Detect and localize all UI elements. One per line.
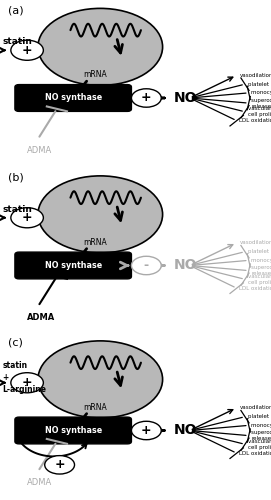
Text: vasodilation: vasodilation bbox=[239, 73, 271, 78]
Text: (c): (c) bbox=[8, 338, 23, 347]
Text: (b): (b) bbox=[8, 172, 24, 182]
Text: NO: NO bbox=[173, 258, 197, 272]
Circle shape bbox=[38, 176, 163, 253]
Text: vasodilation: vasodilation bbox=[239, 406, 271, 410]
Text: LDL oxidation: LDL oxidation bbox=[239, 118, 271, 123]
FancyBboxPatch shape bbox=[15, 252, 131, 279]
Text: statin
+
L-arginine: statin + L-arginine bbox=[3, 361, 47, 394]
Text: +: + bbox=[22, 211, 33, 224]
Text: platelet aggregation: platelet aggregation bbox=[248, 82, 271, 86]
Text: monocyte adhesion: monocyte adhesion bbox=[251, 423, 271, 428]
Text: mRNA: mRNA bbox=[83, 403, 107, 412]
Text: monocyte adhesion: monocyte adhesion bbox=[251, 90, 271, 96]
Text: (a): (a) bbox=[8, 5, 24, 15]
Circle shape bbox=[38, 341, 163, 418]
Text: -: - bbox=[144, 259, 149, 272]
Text: NO synthase: NO synthase bbox=[44, 94, 102, 102]
Text: vasodilation: vasodilation bbox=[239, 240, 271, 246]
Text: LDL oxidation: LDL oxidation bbox=[239, 450, 271, 456]
Text: platelet aggregation: platelet aggregation bbox=[248, 414, 271, 419]
Circle shape bbox=[131, 256, 161, 274]
Text: +: + bbox=[141, 92, 152, 104]
Text: superoxide radical
release: superoxide radical release bbox=[251, 430, 271, 441]
Text: mRNA: mRNA bbox=[83, 238, 107, 247]
Circle shape bbox=[11, 208, 43, 228]
Text: ADMA: ADMA bbox=[27, 146, 52, 154]
Text: NO synthase: NO synthase bbox=[44, 261, 102, 270]
Text: ADMA: ADMA bbox=[27, 478, 52, 487]
Circle shape bbox=[131, 89, 161, 107]
Text: platelet aggregation: platelet aggregation bbox=[248, 249, 271, 254]
Text: statin: statin bbox=[3, 205, 33, 214]
Text: vascular smooth muscle
cell proliferation: vascular smooth muscle cell proliferatio… bbox=[248, 106, 271, 117]
Circle shape bbox=[11, 40, 43, 60]
Text: +: + bbox=[141, 424, 152, 437]
Text: NO: NO bbox=[173, 91, 197, 105]
Text: NO synthase: NO synthase bbox=[44, 426, 102, 435]
Text: +: + bbox=[22, 44, 33, 56]
FancyBboxPatch shape bbox=[15, 417, 131, 444]
Text: vascular smooth muscle
cell proliferation: vascular smooth muscle cell proliferatio… bbox=[248, 439, 271, 450]
Text: NO: NO bbox=[173, 424, 197, 438]
Circle shape bbox=[11, 372, 43, 393]
Text: +: + bbox=[22, 376, 33, 389]
Text: mRNA: mRNA bbox=[83, 70, 107, 80]
Text: monocyte adhesion: monocyte adhesion bbox=[251, 258, 271, 263]
Text: +: + bbox=[54, 458, 65, 471]
Text: statin: statin bbox=[3, 38, 33, 46]
Text: ADMA: ADMA bbox=[27, 313, 55, 322]
Circle shape bbox=[45, 456, 75, 474]
Text: superoxide radical
release: superoxide radical release bbox=[251, 98, 271, 108]
Text: LDL oxidation: LDL oxidation bbox=[239, 286, 271, 290]
Text: superoxide radical
release: superoxide radical release bbox=[251, 265, 271, 276]
Circle shape bbox=[131, 422, 161, 440]
FancyBboxPatch shape bbox=[15, 84, 131, 112]
Text: vascular smooth muscle
cell proliferation: vascular smooth muscle cell proliferatio… bbox=[248, 274, 271, 284]
Circle shape bbox=[38, 8, 163, 86]
